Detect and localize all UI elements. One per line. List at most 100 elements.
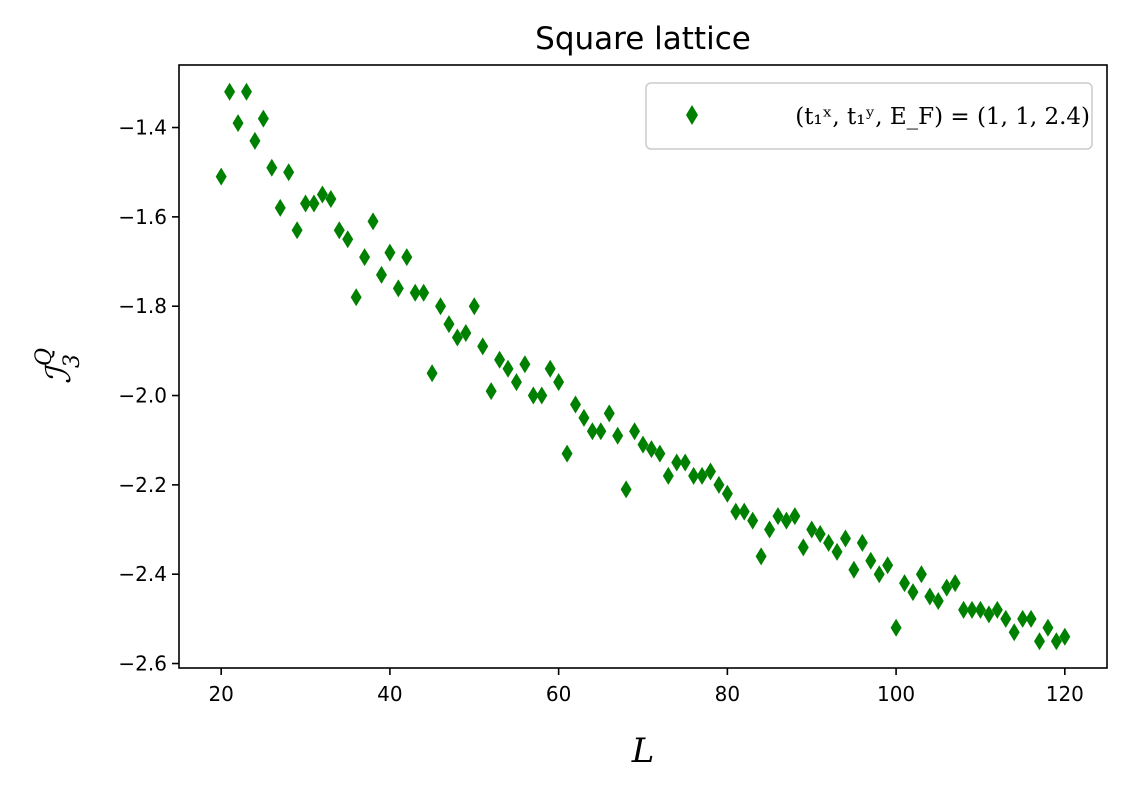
data-point <box>924 587 936 606</box>
data-point <box>468 297 480 316</box>
data-point <box>595 422 607 441</box>
data-point <box>899 574 911 593</box>
x-tick-label: 40 <box>377 682 402 706</box>
y-tick-label: −1.8 <box>118 294 167 318</box>
y-axis-label-subscript: 3 <box>60 354 85 368</box>
data-point <box>342 230 354 249</box>
data-point <box>603 404 615 423</box>
data-point <box>1050 632 1062 651</box>
data-point <box>1034 632 1046 651</box>
data-point <box>932 592 944 610</box>
legend-box <box>645 82 1093 150</box>
data-point <box>586 422 598 441</box>
data-point <box>983 605 995 624</box>
x-axis-label: L <box>631 731 655 771</box>
data-point <box>570 395 582 414</box>
y-tick-label: −2.2 <box>118 473 167 497</box>
plot-frame <box>178 64 1108 669</box>
data-point <box>831 542 843 561</box>
data-point <box>806 520 818 539</box>
data-point <box>814 525 826 543</box>
data-point <box>451 328 463 347</box>
data-point <box>1025 609 1037 628</box>
data-point <box>890 618 902 637</box>
data-point <box>544 359 556 378</box>
data-point <box>991 600 1003 619</box>
data-point <box>224 82 236 101</box>
y-tick-label: −2.0 <box>118 384 167 408</box>
data-point <box>696 466 708 485</box>
legend: (t₁ˣ, t₁ʸ, E_F) = (1, 1, 2.4) <box>645 82 1093 150</box>
data-point <box>856 533 868 552</box>
data-point <box>477 337 489 356</box>
data-point <box>974 600 986 619</box>
data-point <box>308 194 320 213</box>
y-axis-label-main: ℐ <box>39 363 79 384</box>
y-axis-ticks: −1.4 −1.6 −1.8 −2.0 −2.2 −2.4 −2.6 <box>118 116 179 676</box>
data-point <box>848 560 860 579</box>
x-tick-label: 60 <box>546 682 571 706</box>
data-point <box>772 507 784 526</box>
data-point <box>502 359 514 378</box>
data-points <box>215 82 1071 651</box>
data-point <box>730 502 742 521</box>
data-point <box>443 315 455 334</box>
data-point <box>215 167 227 186</box>
data-point <box>865 551 877 570</box>
data-point <box>620 480 632 499</box>
data-point <box>384 243 396 262</box>
data-point <box>713 475 725 494</box>
data-point <box>300 194 312 213</box>
data-point <box>527 386 539 405</box>
data-point <box>232 114 244 133</box>
data-point <box>561 444 573 463</box>
data-point <box>257 109 269 128</box>
data-point <box>316 185 328 204</box>
data-point <box>435 297 447 316</box>
data-point <box>283 163 295 182</box>
data-point <box>966 600 978 619</box>
data-point <box>1042 618 1054 637</box>
data-point <box>350 288 362 307</box>
y-tick-label: −2.4 <box>118 562 167 586</box>
data-point <box>536 386 548 405</box>
y-axis-label-superscript: Q <box>32 348 57 366</box>
data-point <box>426 364 438 383</box>
data-point <box>823 533 835 552</box>
data-point <box>764 520 776 539</box>
chart-title: Square lattice <box>535 21 751 57</box>
data-point <box>662 466 674 485</box>
data-point <box>291 221 303 240</box>
data-point <box>679 453 691 472</box>
y-tick-label: −1.4 <box>118 116 167 140</box>
data-point <box>780 511 792 530</box>
data-point <box>392 279 404 298</box>
data-point <box>1000 609 1012 628</box>
data-point <box>797 538 809 557</box>
x-tick-label: 120 <box>1046 682 1084 706</box>
data-point <box>418 283 430 302</box>
data-point <box>704 462 716 481</box>
y-tick-label: −1.6 <box>118 205 167 229</box>
data-point <box>578 408 590 427</box>
data-point <box>907 583 919 602</box>
data-point <box>958 600 970 619</box>
data-point <box>409 283 421 302</box>
x-tick-label: 80 <box>715 682 740 706</box>
data-point <box>747 511 759 530</box>
data-point <box>882 556 894 575</box>
data-point <box>460 324 472 342</box>
x-tick-label: 20 <box>208 682 233 706</box>
data-point <box>637 435 649 454</box>
data-point <box>367 212 379 231</box>
data-point <box>325 190 337 208</box>
data-point <box>1008 623 1020 642</box>
data-point <box>789 507 801 526</box>
legend-marker-diamond-icon <box>686 105 698 125</box>
data-point <box>654 444 666 463</box>
data-point <box>915 565 927 584</box>
data-point <box>688 466 700 485</box>
data-point <box>375 265 387 284</box>
data-point <box>645 440 657 459</box>
